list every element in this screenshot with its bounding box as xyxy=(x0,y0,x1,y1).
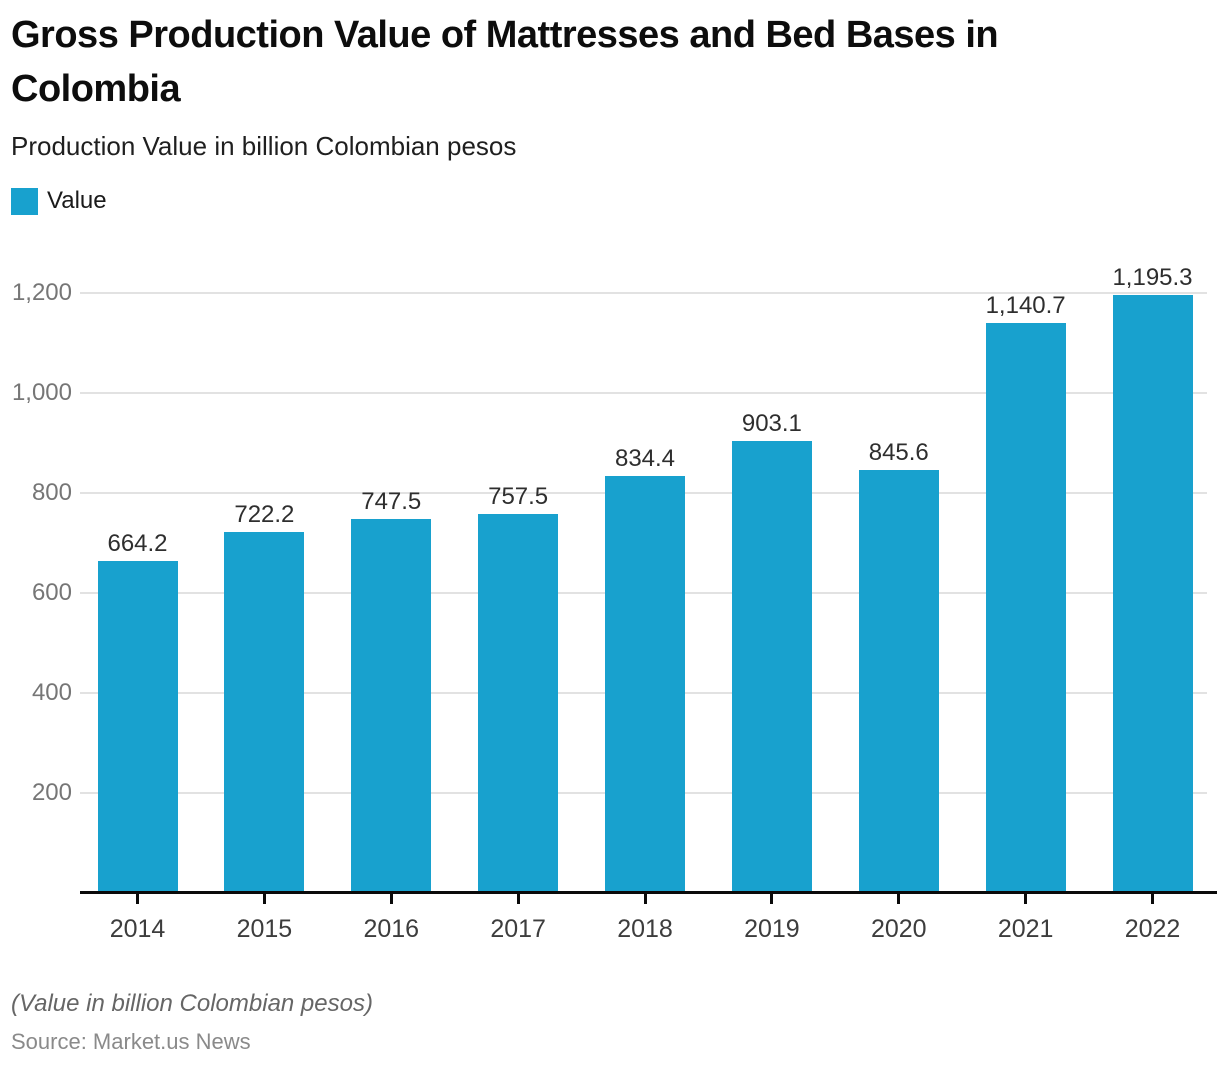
x-axis-category-label: 2015 xyxy=(236,915,293,943)
chart-subtitle: Production Value in billion Colombian pe… xyxy=(11,131,517,161)
bar-2022[interactable] xyxy=(1112,295,1193,893)
bar-2019[interactable] xyxy=(731,441,812,893)
y-axis-tick-label: 600 xyxy=(31,579,72,606)
bar-2021[interactable] xyxy=(985,322,1066,893)
legend: Value xyxy=(11,187,107,215)
bar-value-label: 834.4 xyxy=(614,444,676,472)
bar-2016[interactable] xyxy=(351,519,432,893)
x-axis-category-label: 2021 xyxy=(997,915,1054,943)
x-axis-tick xyxy=(1151,894,1154,904)
x-axis-category-label: 2018 xyxy=(617,915,673,943)
x-axis-line xyxy=(80,891,1217,894)
bar-value-label: 1,195.3 xyxy=(1112,264,1193,292)
x-axis-category-label: 2014 xyxy=(109,915,166,943)
bar-value-label: 722.2 xyxy=(234,500,295,528)
bar-value-label: 747.5 xyxy=(361,488,422,516)
x-axis-tick xyxy=(262,894,266,904)
x-axis-tick xyxy=(1024,894,1028,904)
x-axis-tick xyxy=(643,894,647,904)
y-axis-tick-label: 1,200 xyxy=(11,279,72,306)
chart-footnote: (Value in billion Colombian pesos) xyxy=(11,990,373,1017)
gridline-1200 xyxy=(80,292,1207,294)
y-axis-tick-label: 200 xyxy=(31,779,72,806)
bar-value-label: 1,140.7 xyxy=(985,291,1066,319)
x-axis-category-label: 2019 xyxy=(744,915,800,943)
x-axis-category-label: 2020 xyxy=(870,915,927,943)
gridline-1000 xyxy=(80,392,1207,394)
legend-swatch-icon xyxy=(11,187,38,215)
bar-value-label: 664.2 xyxy=(107,529,168,557)
x-axis-tick xyxy=(389,894,393,904)
y-axis-tick-label: 1,000 xyxy=(11,379,72,406)
x-axis-tick xyxy=(897,894,901,904)
chart-title: Gross Production Value of Mattresses and… xyxy=(11,14,999,110)
bar-2017[interactable] xyxy=(478,514,559,893)
x-axis-tick xyxy=(136,894,139,904)
bar-2014[interactable] xyxy=(97,560,178,893)
bar-2015[interactable] xyxy=(224,531,305,893)
bar-value-label: 845.6 xyxy=(868,439,929,467)
y-axis-tick-label: 400 xyxy=(31,679,72,706)
source-attribution: Source: Market.us News xyxy=(11,1029,251,1054)
x-axis-tick xyxy=(770,894,774,904)
bar-value-label: 903.1 xyxy=(741,410,802,438)
bar-2018[interactable] xyxy=(605,475,685,893)
x-axis-tick xyxy=(516,894,520,904)
x-axis-category-label: 2017 xyxy=(490,915,546,943)
x-axis-category-label: 2016 xyxy=(363,915,420,943)
bar-2020[interactable] xyxy=(858,470,939,893)
y-axis-tick-label: 800 xyxy=(31,479,72,506)
bar-value-label: 757.5 xyxy=(488,483,549,511)
x-axis-category-label: 2022 xyxy=(1124,915,1181,943)
legend-label: Value xyxy=(47,187,107,214)
